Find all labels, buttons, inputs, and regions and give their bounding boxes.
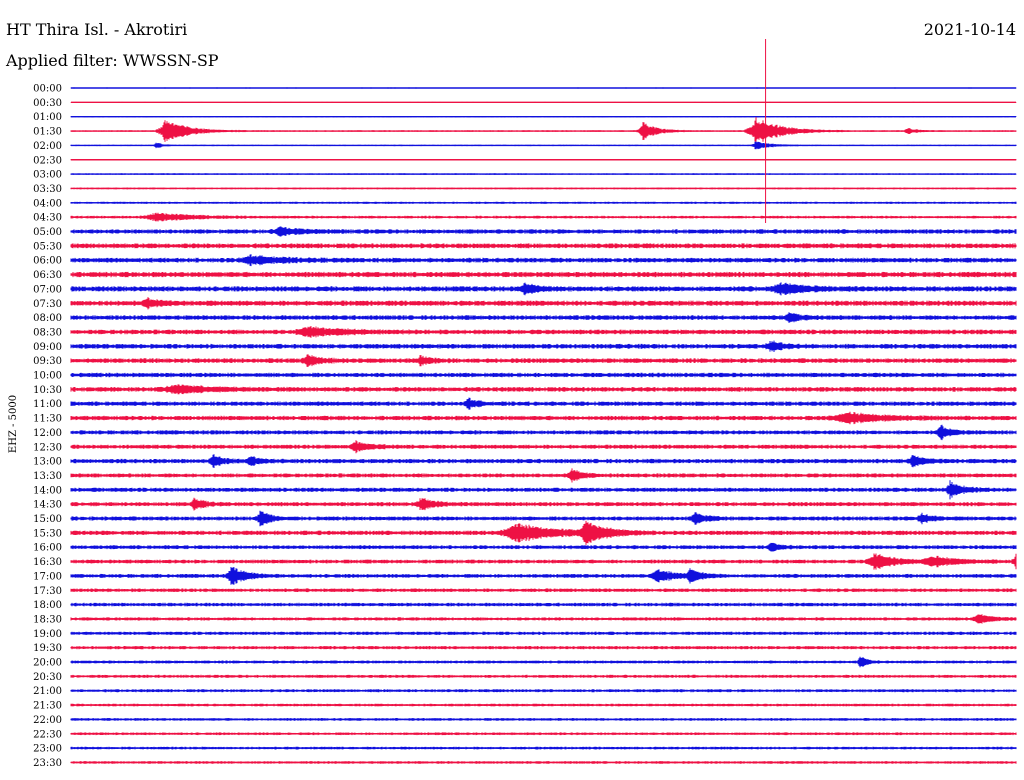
time-label: 13:30 — [33, 471, 62, 482]
time-label: 19:30 — [33, 643, 62, 654]
time-label: 21:30 — [33, 701, 62, 712]
time-label: 22:00 — [33, 715, 62, 726]
time-label: 08:00 — [33, 313, 62, 324]
time-label: 02:30 — [33, 155, 62, 166]
time-label: 16:30 — [33, 557, 62, 568]
time-label: 15:30 — [33, 528, 62, 539]
time-label: 09:30 — [33, 356, 62, 367]
time-label: 15:00 — [33, 514, 62, 525]
time-label: 07:30 — [33, 299, 62, 310]
time-label: 06:30 — [33, 270, 62, 281]
time-label: 14:30 — [33, 500, 62, 511]
time-label: 07:00 — [33, 284, 62, 295]
time-label: 17:30 — [33, 586, 62, 597]
channel-label: EHZ - 5000 — [8, 395, 19, 453]
time-label: 12:30 — [33, 442, 62, 453]
time-label: 20:30 — [33, 672, 62, 683]
time-label: 11:30 — [33, 414, 62, 425]
filter-label: Applied filter: WWSSN-SP — [6, 51, 219, 70]
time-label: 00:30 — [33, 98, 62, 109]
time-label: 10:30 — [33, 385, 62, 396]
time-label: 12:00 — [33, 428, 62, 439]
time-label: 20:00 — [33, 658, 62, 669]
time-label: 18:30 — [33, 614, 62, 625]
time-label: 23:30 — [33, 758, 62, 769]
time-label: 05:00 — [33, 227, 62, 238]
record-date: 2021-10-14 — [923, 20, 1016, 39]
time-label: 22:30 — [33, 729, 62, 740]
time-label: 10:00 — [33, 371, 62, 382]
time-label: 17:00 — [33, 571, 62, 582]
time-label: 09:00 — [33, 342, 62, 353]
time-label: 01:00 — [33, 112, 62, 123]
time-label: 14:00 — [33, 485, 62, 496]
time-label: 06:00 — [33, 256, 62, 267]
time-label: 16:00 — [33, 543, 62, 554]
time-label: 21:00 — [33, 686, 62, 697]
trace-group — [70, 39, 1017, 764]
time-label: 02:00 — [33, 141, 62, 152]
time-label: 19:00 — [33, 629, 62, 640]
time-label: 18:00 — [33, 600, 62, 611]
time-label: 04:30 — [33, 213, 62, 224]
time-label: 05:30 — [33, 241, 62, 252]
time-label: 11:00 — [33, 399, 62, 410]
time-label: 23:00 — [33, 744, 62, 755]
time-label: 00:00 — [33, 84, 62, 95]
station-title: HT Thira Isl. - Akrotiri — [6, 20, 188, 39]
time-label: 08:30 — [33, 327, 62, 338]
time-label: 13:00 — [33, 457, 62, 468]
time-label: 01:30 — [33, 127, 62, 138]
time-label: 03:30 — [33, 184, 62, 195]
time-label-group: 00:00 00:30 01:00 01:30 02:00 02:30 03:00 03:30… — [33, 84, 62, 769]
time-label: 04:00 — [33, 198, 62, 209]
time-label: 03:00 — [33, 170, 62, 181]
